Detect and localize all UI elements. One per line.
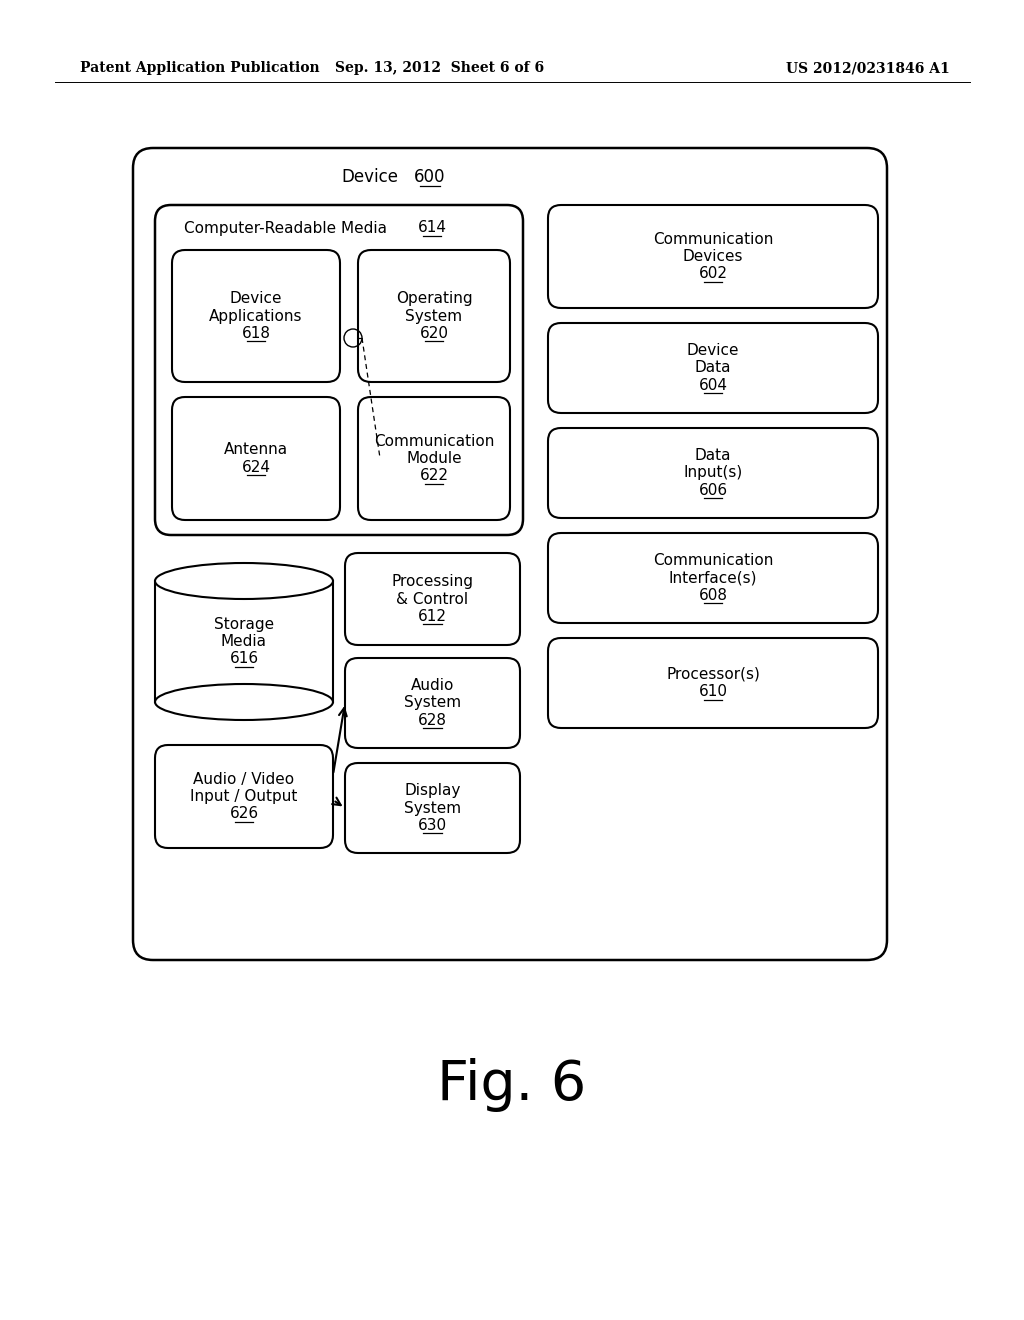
FancyBboxPatch shape bbox=[548, 428, 878, 517]
Text: Module: Module bbox=[407, 451, 462, 466]
Text: & Control: & Control bbox=[396, 591, 469, 606]
FancyBboxPatch shape bbox=[172, 397, 340, 520]
FancyBboxPatch shape bbox=[548, 205, 878, 308]
Text: Processing: Processing bbox=[391, 574, 473, 590]
FancyBboxPatch shape bbox=[548, 533, 878, 623]
Text: Audio: Audio bbox=[411, 678, 455, 693]
Text: 616: 616 bbox=[229, 651, 259, 667]
FancyBboxPatch shape bbox=[358, 249, 510, 381]
FancyBboxPatch shape bbox=[345, 553, 520, 645]
Text: 620: 620 bbox=[420, 326, 449, 341]
Text: Storage: Storage bbox=[214, 616, 274, 632]
Text: 600: 600 bbox=[415, 168, 445, 186]
Text: 624: 624 bbox=[242, 459, 270, 474]
Text: US 2012/0231846 A1: US 2012/0231846 A1 bbox=[786, 61, 950, 75]
FancyBboxPatch shape bbox=[345, 657, 520, 748]
Text: 602: 602 bbox=[698, 267, 727, 281]
Text: Display: Display bbox=[404, 784, 461, 799]
Text: System: System bbox=[403, 696, 461, 710]
Text: Patent Application Publication: Patent Application Publication bbox=[80, 61, 319, 75]
Text: Input / Output: Input / Output bbox=[190, 789, 298, 804]
Text: Operating: Operating bbox=[395, 292, 472, 306]
Ellipse shape bbox=[155, 684, 333, 719]
Text: Data: Data bbox=[694, 360, 731, 375]
Text: Data: Data bbox=[694, 449, 731, 463]
Text: 612: 612 bbox=[418, 609, 447, 623]
Text: Device: Device bbox=[687, 343, 739, 359]
Text: 614: 614 bbox=[418, 220, 446, 235]
Text: Sep. 13, 2012  Sheet 6 of 6: Sep. 13, 2012 Sheet 6 of 6 bbox=[336, 61, 545, 75]
FancyBboxPatch shape bbox=[548, 638, 878, 729]
FancyBboxPatch shape bbox=[133, 148, 887, 960]
Text: 618: 618 bbox=[242, 326, 270, 341]
Text: Device: Device bbox=[229, 292, 283, 306]
Text: Devices: Devices bbox=[683, 249, 743, 264]
Text: Interface(s): Interface(s) bbox=[669, 570, 758, 586]
Text: Communication: Communication bbox=[653, 232, 773, 247]
Text: 608: 608 bbox=[698, 587, 727, 602]
Text: Communication: Communication bbox=[653, 553, 773, 569]
Text: Device: Device bbox=[341, 168, 398, 186]
Text: Applications: Applications bbox=[209, 309, 303, 323]
Text: Input(s): Input(s) bbox=[683, 466, 742, 480]
FancyBboxPatch shape bbox=[548, 323, 878, 413]
Text: Processor(s): Processor(s) bbox=[666, 667, 760, 682]
Text: 604: 604 bbox=[698, 378, 727, 392]
Text: 628: 628 bbox=[418, 713, 447, 727]
FancyBboxPatch shape bbox=[358, 397, 510, 520]
Text: 610: 610 bbox=[698, 684, 727, 700]
FancyBboxPatch shape bbox=[155, 205, 523, 535]
Text: Fig. 6: Fig. 6 bbox=[437, 1059, 587, 1111]
Text: Audio / Video: Audio / Video bbox=[194, 772, 295, 787]
Text: System: System bbox=[403, 800, 461, 816]
Ellipse shape bbox=[155, 564, 333, 599]
Bar bbox=[155, 581, 333, 702]
Text: 622: 622 bbox=[420, 469, 449, 483]
FancyBboxPatch shape bbox=[155, 744, 333, 847]
Text: Computer-Readable Media: Computer-Readable Media bbox=[183, 220, 386, 235]
Text: 606: 606 bbox=[698, 483, 728, 498]
Text: 630: 630 bbox=[418, 817, 447, 833]
Text: 626: 626 bbox=[229, 807, 259, 821]
Text: Antenna: Antenna bbox=[224, 442, 288, 458]
Text: Communication: Communication bbox=[374, 434, 495, 449]
FancyBboxPatch shape bbox=[172, 249, 340, 381]
Text: Media: Media bbox=[221, 634, 267, 649]
FancyBboxPatch shape bbox=[345, 763, 520, 853]
Text: System: System bbox=[406, 309, 463, 323]
